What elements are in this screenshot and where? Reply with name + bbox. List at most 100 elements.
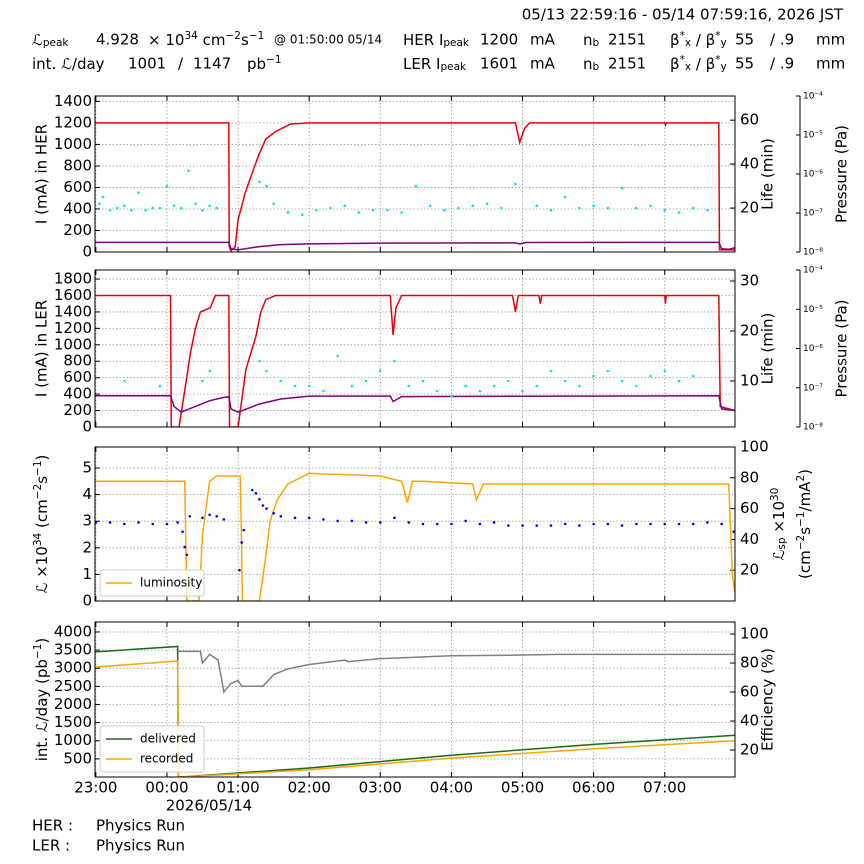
scatter-point (393, 516, 396, 520)
text-segment: * (715, 54, 720, 66)
scatter-point (578, 524, 581, 527)
scatter-point (450, 394, 453, 398)
scatter-point (242, 528, 246, 532)
y-tick-label: 1400 (54, 302, 92, 320)
text-segment: n (583, 31, 593, 49)
axis-label: I (mA) in LER (33, 300, 51, 397)
header-item: 2151 (608, 55, 646, 73)
scatter-point (258, 359, 261, 363)
y3-tick-label: 10⁻⁷ (803, 209, 823, 219)
scatter-point (485, 202, 489, 205)
scatter-point (450, 522, 453, 526)
scatter-point (400, 211, 403, 214)
annotation: 2026/05/14 (166, 797, 252, 815)
y-tick-label: 2 (82, 538, 92, 556)
scatter-point (208, 369, 211, 373)
scatter-point (706, 521, 709, 524)
scatter-point (535, 204, 539, 208)
scatter-point (98, 202, 101, 205)
text-segment: ×10 (770, 501, 788, 537)
header-item: β*x / β*y (670, 30, 727, 49)
header-item: × 1034 cm−2s−1 (148, 30, 264, 48)
scatter-point (179, 206, 183, 210)
scatter-point (272, 511, 275, 515)
text-segment: int. ℒ/day (pb (33, 659, 51, 761)
text-segment: * (715, 30, 720, 42)
text-segment: 30 (769, 488, 781, 501)
text-segment: * (680, 54, 685, 66)
axis-label: ℒ ×1034 (cm−2s−1) (32, 455, 50, 594)
scatter-point (371, 208, 375, 212)
y-tick-label: 600 (63, 178, 92, 196)
scatter-point (578, 206, 581, 210)
plot-frame (94, 95, 736, 253)
text-segment: 34 (184, 30, 198, 42)
header-item: pb−1 (247, 54, 282, 72)
scatter-point (265, 369, 268, 373)
scatter-point (606, 522, 610, 526)
y2-tick-label: 40 (740, 712, 759, 730)
y3-tick-label: 10⁻⁵ (803, 305, 823, 315)
header-item: / .9 (770, 55, 794, 73)
scatter-point (186, 169, 190, 173)
series-line (95, 472, 735, 601)
scatter-point (592, 204, 595, 208)
y3-tick-label: 10⁻⁴ (803, 266, 823, 276)
text-segment: sp (776, 537, 788, 549)
scatter-point (478, 522, 482, 526)
scatter-point (414, 184, 418, 188)
text-segment: s (796, 527, 814, 535)
scatter-point (151, 522, 155, 526)
y2-tick-label: 40 (740, 155, 759, 173)
scatter-point (606, 206, 610, 210)
scatter-point (720, 522, 723, 526)
plot-frame (94, 269, 736, 428)
text-segment: / β (691, 55, 715, 73)
y-tick-label: 800 (63, 352, 92, 370)
text-segment: −2 (795, 535, 807, 550)
scatter-point (464, 384, 467, 388)
scatter-point (620, 379, 624, 383)
y2-tick-label: 40 (740, 530, 759, 548)
series-line (177, 650, 735, 694)
scatter-point (137, 521, 140, 524)
y-tick-label: 0 (82, 592, 92, 610)
scatter-point (272, 202, 275, 205)
series-line (95, 660, 735, 777)
scatter-point (563, 379, 567, 383)
text-segment: int. ℒ/day (32, 55, 105, 73)
scatter-point (492, 384, 496, 388)
x-tick-label: 07:00 (643, 779, 686, 797)
x-tick-label: 02:00 (288, 779, 331, 797)
scatter-point (279, 379, 283, 383)
y-tick-label: 1400 (54, 92, 92, 110)
panel: 23:00 00:00 01:00 02:00 03:00 04:00 05:00 06:00… (32, 621, 777, 815)
header-item: 4.928 (96, 31, 139, 49)
scatter-point (130, 208, 133, 212)
scatter-point (464, 519, 467, 523)
scatter-point (137, 191, 140, 194)
header-item: mm (816, 55, 845, 73)
y3-tick-label: 10⁻⁴ (803, 92, 823, 102)
text-segment: β (670, 31, 680, 49)
y2-tick-label: 30 (740, 272, 759, 290)
text-segment: * (680, 30, 685, 42)
scatter-point (336, 519, 339, 523)
y2-tick-label: 20 (740, 561, 759, 579)
scatter-point (421, 379, 425, 383)
scatter-point (300, 213, 304, 216)
text-segment: ) (33, 455, 51, 461)
plot-frame (94, 446, 736, 602)
text-segment: β (670, 55, 680, 73)
scatter-point (151, 206, 155, 210)
text-segment: × 10 (148, 31, 184, 49)
plot-area (95, 294, 735, 427)
header-item: nb (583, 31, 600, 49)
y-tick-label: 1200 (54, 113, 92, 131)
scatter-point (144, 208, 147, 212)
x-tick-label: 01:00 (216, 779, 259, 797)
axis-label: int. ℒ/day (pb−1) (32, 638, 50, 762)
scatter-point (706, 208, 709, 212)
time-range: 05/13 22:59:16 - 05/14 07:59:16, 2026 JS… (522, 6, 844, 24)
